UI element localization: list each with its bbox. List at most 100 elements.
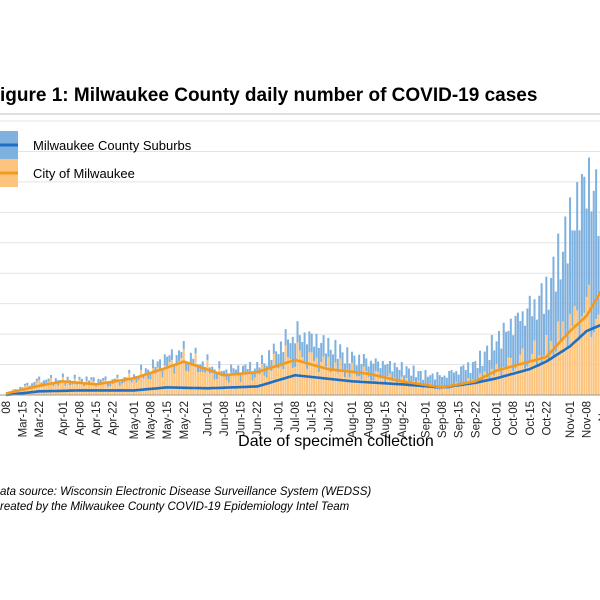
bar-city <box>595 319 598 395</box>
x-tick-label: Sep-08 <box>437 401 449 438</box>
bar-suburbs <box>417 371 420 381</box>
bar-city <box>455 382 458 395</box>
bar-suburbs <box>227 374 230 383</box>
bar-city <box>187 371 190 395</box>
bar-suburbs <box>398 369 401 381</box>
bar-city <box>26 385 29 395</box>
bar-city <box>102 380 105 395</box>
bar-suburbs <box>118 382 121 386</box>
bar-suburbs <box>519 320 522 355</box>
bar-suburbs <box>486 345 489 378</box>
bar-suburbs <box>557 233 560 322</box>
bar-suburbs <box>464 370 467 383</box>
line-suburbs <box>5 323 600 397</box>
bar-city <box>166 366 169 395</box>
bar-suburbs <box>384 364 387 383</box>
x-tick-label: Apr-08 <box>74 401 86 436</box>
bar-city <box>431 386 434 395</box>
bar-city <box>201 371 204 395</box>
bar-city <box>291 368 294 395</box>
bar-suburbs <box>90 377 93 380</box>
bar-suburbs <box>182 341 185 350</box>
bar-suburbs <box>149 373 152 380</box>
bar-city <box>180 358 183 395</box>
bar-suburbs <box>526 308 529 367</box>
bar-city <box>578 340 581 395</box>
bar-suburbs <box>173 364 176 374</box>
bar-suburbs <box>445 377 448 390</box>
bar-city <box>132 378 135 395</box>
bar-suburbs <box>426 376 429 389</box>
bar-city <box>597 314 600 395</box>
bar-suburbs <box>542 313 545 356</box>
bar-city <box>441 387 444 395</box>
bar-city <box>116 377 119 395</box>
bar-city <box>353 371 356 395</box>
bar-suburbs <box>42 380 45 386</box>
x-axis-label: Date of specimen collection <box>238 433 434 450</box>
bar-city <box>61 377 64 395</box>
bar-city <box>343 377 346 395</box>
bar-suburbs <box>26 382 29 386</box>
bar-suburbs <box>478 350 482 374</box>
bar-suburbs <box>298 335 301 351</box>
bar-city <box>151 367 154 395</box>
bar-city <box>59 382 62 395</box>
bar-city <box>493 375 496 395</box>
bar-city <box>500 376 503 395</box>
bar-suburbs <box>476 368 479 382</box>
bar-suburbs <box>585 208 588 297</box>
bar-suburbs <box>455 371 458 383</box>
bar-suburbs <box>410 375 413 386</box>
bar-city <box>538 355 541 395</box>
bar-suburbs <box>443 375 446 388</box>
bar-city <box>303 361 306 395</box>
bar-city <box>277 368 280 395</box>
bar-city <box>547 358 550 395</box>
x-tick-label: May-01 <box>129 401 141 439</box>
bar-suburbs <box>282 352 285 370</box>
bar-suburbs <box>419 371 422 385</box>
bar-suburbs <box>448 370 451 390</box>
bar-city <box>448 389 451 395</box>
x-tick-label: Oct-22 <box>541 401 553 436</box>
bar-suburbs <box>140 364 143 371</box>
bar-suburbs <box>505 331 508 370</box>
bar-suburbs <box>533 299 536 341</box>
bar-suburbs <box>351 351 354 363</box>
bar-suburbs <box>576 182 579 311</box>
bar-suburbs <box>483 351 486 372</box>
bar-city <box>573 306 576 395</box>
bar-city <box>585 296 588 395</box>
bar-city <box>348 377 351 395</box>
bar-suburbs <box>104 376 107 381</box>
bar-suburbs <box>185 361 188 371</box>
bar-suburbs <box>353 355 356 372</box>
bar-suburbs <box>324 353 327 367</box>
bar-suburbs <box>213 369 216 380</box>
x-tick-label: Jun-08 <box>219 401 231 436</box>
bar-suburbs <box>438 375 441 390</box>
bar-city <box>211 373 214 395</box>
bar-city <box>403 384 406 395</box>
bar-city <box>260 364 263 395</box>
bar-city <box>369 380 372 395</box>
bar-city <box>170 360 173 395</box>
bar-suburbs <box>301 341 304 358</box>
bar-suburbs <box>578 230 581 341</box>
bar-suburbs <box>540 283 543 364</box>
bar-suburbs <box>206 354 209 361</box>
bar-city <box>516 364 519 395</box>
bar-city <box>462 386 465 395</box>
bar-city <box>412 380 415 395</box>
bar-city <box>358 376 361 395</box>
bar-suburbs <box>92 377 95 382</box>
bar-city <box>208 373 211 395</box>
bar-suburbs <box>64 382 67 386</box>
bar-city <box>78 379 81 395</box>
data-source-note: ata source: Wisconsin Electronic Disease… <box>0 486 371 498</box>
bar-suburbs <box>61 373 64 378</box>
bar-city <box>497 368 500 395</box>
bar-city <box>502 367 505 395</box>
bar-suburbs <box>400 362 403 377</box>
